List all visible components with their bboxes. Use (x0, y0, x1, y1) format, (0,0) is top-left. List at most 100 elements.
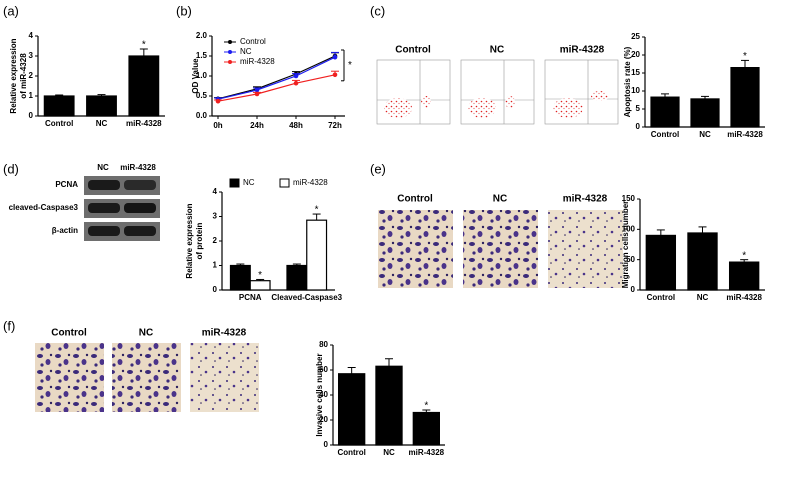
x-tick-label: NC (697, 293, 709, 302)
y-tick-label: 40 (319, 390, 328, 399)
y-tick-label: 1 (213, 261, 218, 270)
legend-label: NC (243, 178, 255, 187)
flow-title: NC (490, 45, 504, 56)
panel-label: (a) (3, 3, 19, 18)
legend-marker (228, 50, 232, 54)
bar (128, 55, 160, 117)
y-axis-label: Invasive cells number (315, 353, 324, 436)
y-tick-label: 2.0 (196, 31, 208, 40)
y-tick-label: 4 (213, 187, 218, 196)
panel-label: (e) (370, 161, 386, 176)
y-tick-label: 20 (319, 415, 328, 424)
y-tick-label: 0 (324, 440, 329, 449)
image-title: Control (51, 328, 87, 339)
point (215, 98, 221, 104)
bar (375, 365, 403, 446)
y-tick-label: 3 (29, 51, 34, 60)
y-tick-label: 4 (29, 31, 34, 40)
image-title: NC (493, 194, 507, 205)
point (293, 80, 299, 86)
image-title: miR-4328 (563, 194, 608, 205)
y-tick-label: 0.0 (196, 111, 208, 120)
x-tick-label: Control (647, 293, 675, 302)
x-tick-label: Control (337, 448, 365, 457)
x-tick-label: NC (96, 119, 108, 128)
migration-images: Control NC miR-4328 (378, 194, 623, 288)
bar (687, 232, 718, 291)
x-tick-label: 0h (213, 121, 222, 130)
bar (86, 95, 117, 117)
legend-label: miR-4328 (240, 57, 275, 66)
panel-label: (b) (176, 3, 192, 18)
point (293, 73, 299, 79)
y-tick-label: 1 (29, 91, 34, 100)
y-axis-label: Relative expression (9, 38, 18, 113)
point (254, 91, 260, 97)
x-tick-label: miR-4328 (727, 130, 763, 139)
series-line (217, 56, 336, 100)
legend-marker (228, 60, 232, 64)
panel-label: (c) (370, 3, 385, 18)
blot-lane: miR-4328 (120, 163, 156, 172)
x-tick-label: Control (651, 130, 679, 139)
significance-mark: * (742, 250, 746, 261)
y-axis-label: Migration cells number (621, 201, 630, 289)
y-axis-label: Relative expression (185, 203, 194, 278)
legend-label: miR-4328 (293, 178, 328, 187)
y-tick-label: 20 (631, 50, 640, 59)
x-tick-label: miR-4328 (126, 119, 162, 128)
bar (650, 96, 680, 128)
image-title: NC (139, 328, 153, 339)
significance-mark: * (424, 401, 428, 412)
y-tick-label: 1.5 (196, 51, 208, 60)
y-tick-label: 50 (626, 255, 635, 264)
bar (306, 219, 328, 291)
y-tick-label: 0 (213, 285, 218, 294)
x-tick-label: 72h (328, 121, 342, 130)
bar (412, 411, 440, 446)
y-tick-label: 25 (631, 32, 640, 41)
y-tick-label: 60 (319, 365, 328, 374)
legend-label: Control (240, 37, 266, 46)
bar (286, 264, 308, 291)
bar (730, 66, 760, 128)
significance-mark: * (743, 51, 747, 62)
bar (43, 95, 75, 117)
flow-title: Control (395, 45, 431, 56)
bar (249, 280, 271, 291)
legend-swatch (279, 178, 290, 188)
image-title: Control (397, 194, 433, 205)
panel-label: (d) (3, 161, 19, 176)
panel-label: (f) (3, 318, 15, 333)
series-line (217, 55, 336, 100)
x-tick-label: NC (383, 448, 395, 457)
x-tick-label: miR-4328 (409, 448, 445, 457)
y-tick-label: 10 (631, 86, 640, 95)
significance-mark: * (348, 60, 352, 71)
y-tick-label: 80 (319, 340, 328, 349)
y-tick-label: 100 (622, 224, 636, 233)
bar (645, 234, 677, 291)
legend-label: NC (240, 47, 252, 56)
x-tick-label: 48h (289, 121, 303, 130)
y-tick-label: 3 (213, 212, 218, 221)
legend-swatch (229, 178, 240, 188)
x-tick-label: Control (45, 119, 73, 128)
x-tick-label: 24h (250, 121, 264, 130)
bar (728, 261, 760, 291)
significance-mark: * (142, 40, 146, 51)
significance-mark: * (258, 270, 262, 281)
flow-plots: Control NC miR-4328 (376, 45, 619, 125)
blot-row: cleaved-Caspase3 (9, 203, 79, 212)
bar (690, 98, 720, 128)
x-tick-label: Cleaved-Caspase3 (271, 293, 342, 302)
y-tick-label: 1.0 (196, 71, 208, 80)
blot-lane: NC (97, 163, 109, 172)
point (254, 87, 260, 93)
y-axis-label: of protein (195, 222, 204, 259)
x-tick-label: miR-4328 (726, 293, 762, 302)
y-axis-label: Apoptosis rate (%) (623, 46, 632, 117)
y-tick-label: 150 (622, 194, 636, 203)
y-axis-label: of miR-4328 (19, 53, 28, 99)
